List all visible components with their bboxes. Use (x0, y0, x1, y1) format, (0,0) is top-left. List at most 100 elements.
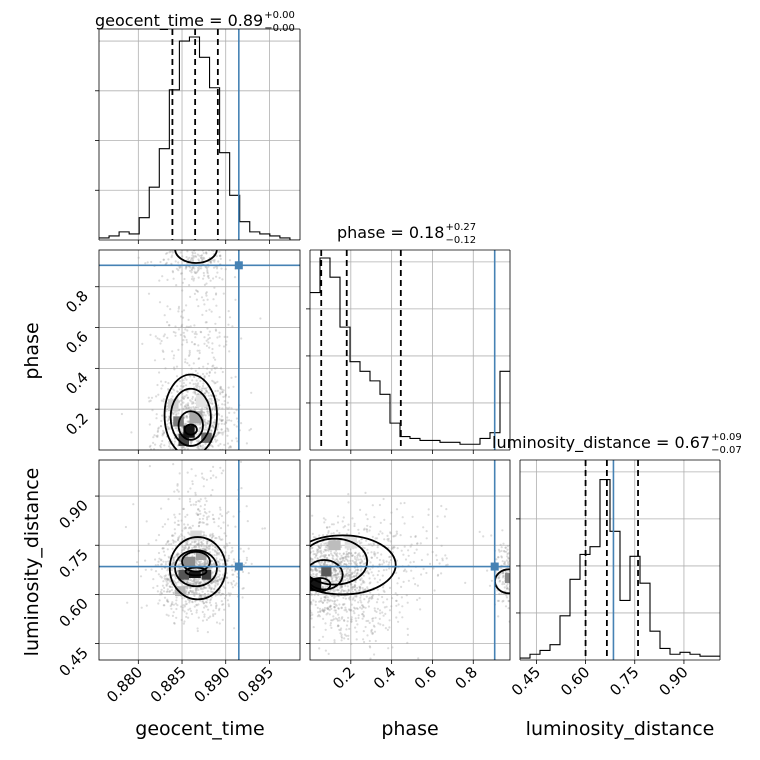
sample-point (166, 425, 169, 428)
sample-point (395, 559, 398, 562)
sample-point (507, 556, 510, 560)
sample-point (323, 608, 326, 612)
sample-point (167, 258, 170, 261)
sample-point (188, 406, 191, 409)
sample-point (176, 385, 179, 388)
sample-point (203, 613, 206, 616)
panel-frame (98, 249, 301, 451)
sample-point (218, 454, 220, 456)
sample-point (173, 490, 176, 493)
sample-point (333, 551, 336, 554)
sample-point (357, 553, 360, 556)
sample-point (329, 604, 332, 607)
sample-point (247, 547, 250, 550)
sample-point (332, 523, 335, 526)
sample-point (377, 622, 380, 625)
sample-point (505, 584, 508, 588)
sample-point (350, 620, 353, 623)
sample-point (160, 339, 163, 343)
sample-point (157, 472, 159, 474)
sample-point (389, 555, 392, 558)
sample-point (191, 266, 194, 269)
sample-point (199, 445, 202, 448)
sample-point (510, 569, 512, 571)
sample-point (221, 618, 224, 622)
sample-point (316, 615, 319, 618)
sample-point (191, 275, 194, 278)
sample-point (202, 470, 204, 472)
sample-point (323, 562, 327, 566)
sample-point (346, 548, 349, 551)
sample-point (517, 574, 519, 576)
sample-point (348, 627, 351, 631)
sample-point (202, 539, 205, 542)
sample-point (218, 589, 222, 592)
sample-point (180, 445, 183, 448)
sample-point (218, 331, 221, 334)
sample-point (331, 599, 334, 603)
sample-point (205, 344, 208, 347)
sample-point (310, 568, 313, 571)
sample-point (158, 557, 161, 560)
sample-point (348, 598, 351, 601)
sample-point (140, 606, 143, 609)
sample-point (308, 585, 310, 587)
sample-point (192, 402, 195, 405)
sample-point (352, 596, 355, 600)
sample-point (162, 398, 165, 401)
sample-point (161, 414, 164, 417)
sample-point (306, 578, 308, 580)
sample-point (347, 562, 351, 565)
sample-point (498, 550, 501, 553)
sample-point (155, 435, 158, 438)
sample-point (334, 576, 338, 579)
sample-point (345, 563, 348, 566)
sample-point (512, 594, 514, 596)
sample-point (287, 568, 289, 570)
sample-point (398, 611, 401, 614)
sample-point (176, 553, 179, 557)
y-tick-label: 0.2 (62, 409, 92, 439)
sample-point (355, 594, 358, 598)
sample-point (189, 586, 192, 590)
sample-point (196, 559, 199, 562)
sample-point (303, 559, 305, 561)
sample-point (216, 560, 219, 563)
sample-point (506, 587, 509, 590)
sample-point (186, 543, 189, 546)
sample-point (307, 539, 309, 541)
sample-point (219, 527, 223, 530)
sample-point (163, 596, 167, 599)
sample-point (157, 551, 161, 555)
sample-point (213, 554, 216, 557)
sample-point (226, 544, 229, 547)
sample-point (198, 440, 201, 443)
sample-point (201, 587, 204, 591)
sample-point (205, 387, 208, 390)
sample-point (120, 412, 123, 416)
sample-point (170, 589, 173, 592)
sample-point (177, 452, 179, 454)
density-cell (190, 530, 202, 541)
sample-point (335, 569, 338, 573)
sample-point (242, 550, 245, 553)
sample-point (349, 552, 353, 555)
sample-point (310, 568, 313, 571)
sample-point (156, 584, 159, 588)
sample-point (164, 578, 167, 581)
sample-point (200, 259, 203, 262)
panel-title-upper-error: +0.00 (264, 10, 295, 21)
sample-point (416, 598, 419, 602)
sample-point (312, 550, 315, 553)
sample-point (347, 553, 350, 556)
sample-point (250, 391, 253, 394)
sample-point (203, 342, 206, 345)
sample-point (166, 578, 169, 581)
sample-point (171, 250, 174, 253)
sample-point (189, 582, 192, 585)
sample-point (205, 618, 208, 622)
sample-point (345, 572, 348, 575)
sample-point (163, 586, 166, 590)
sample-point (205, 309, 208, 312)
sample-point (325, 526, 329, 529)
